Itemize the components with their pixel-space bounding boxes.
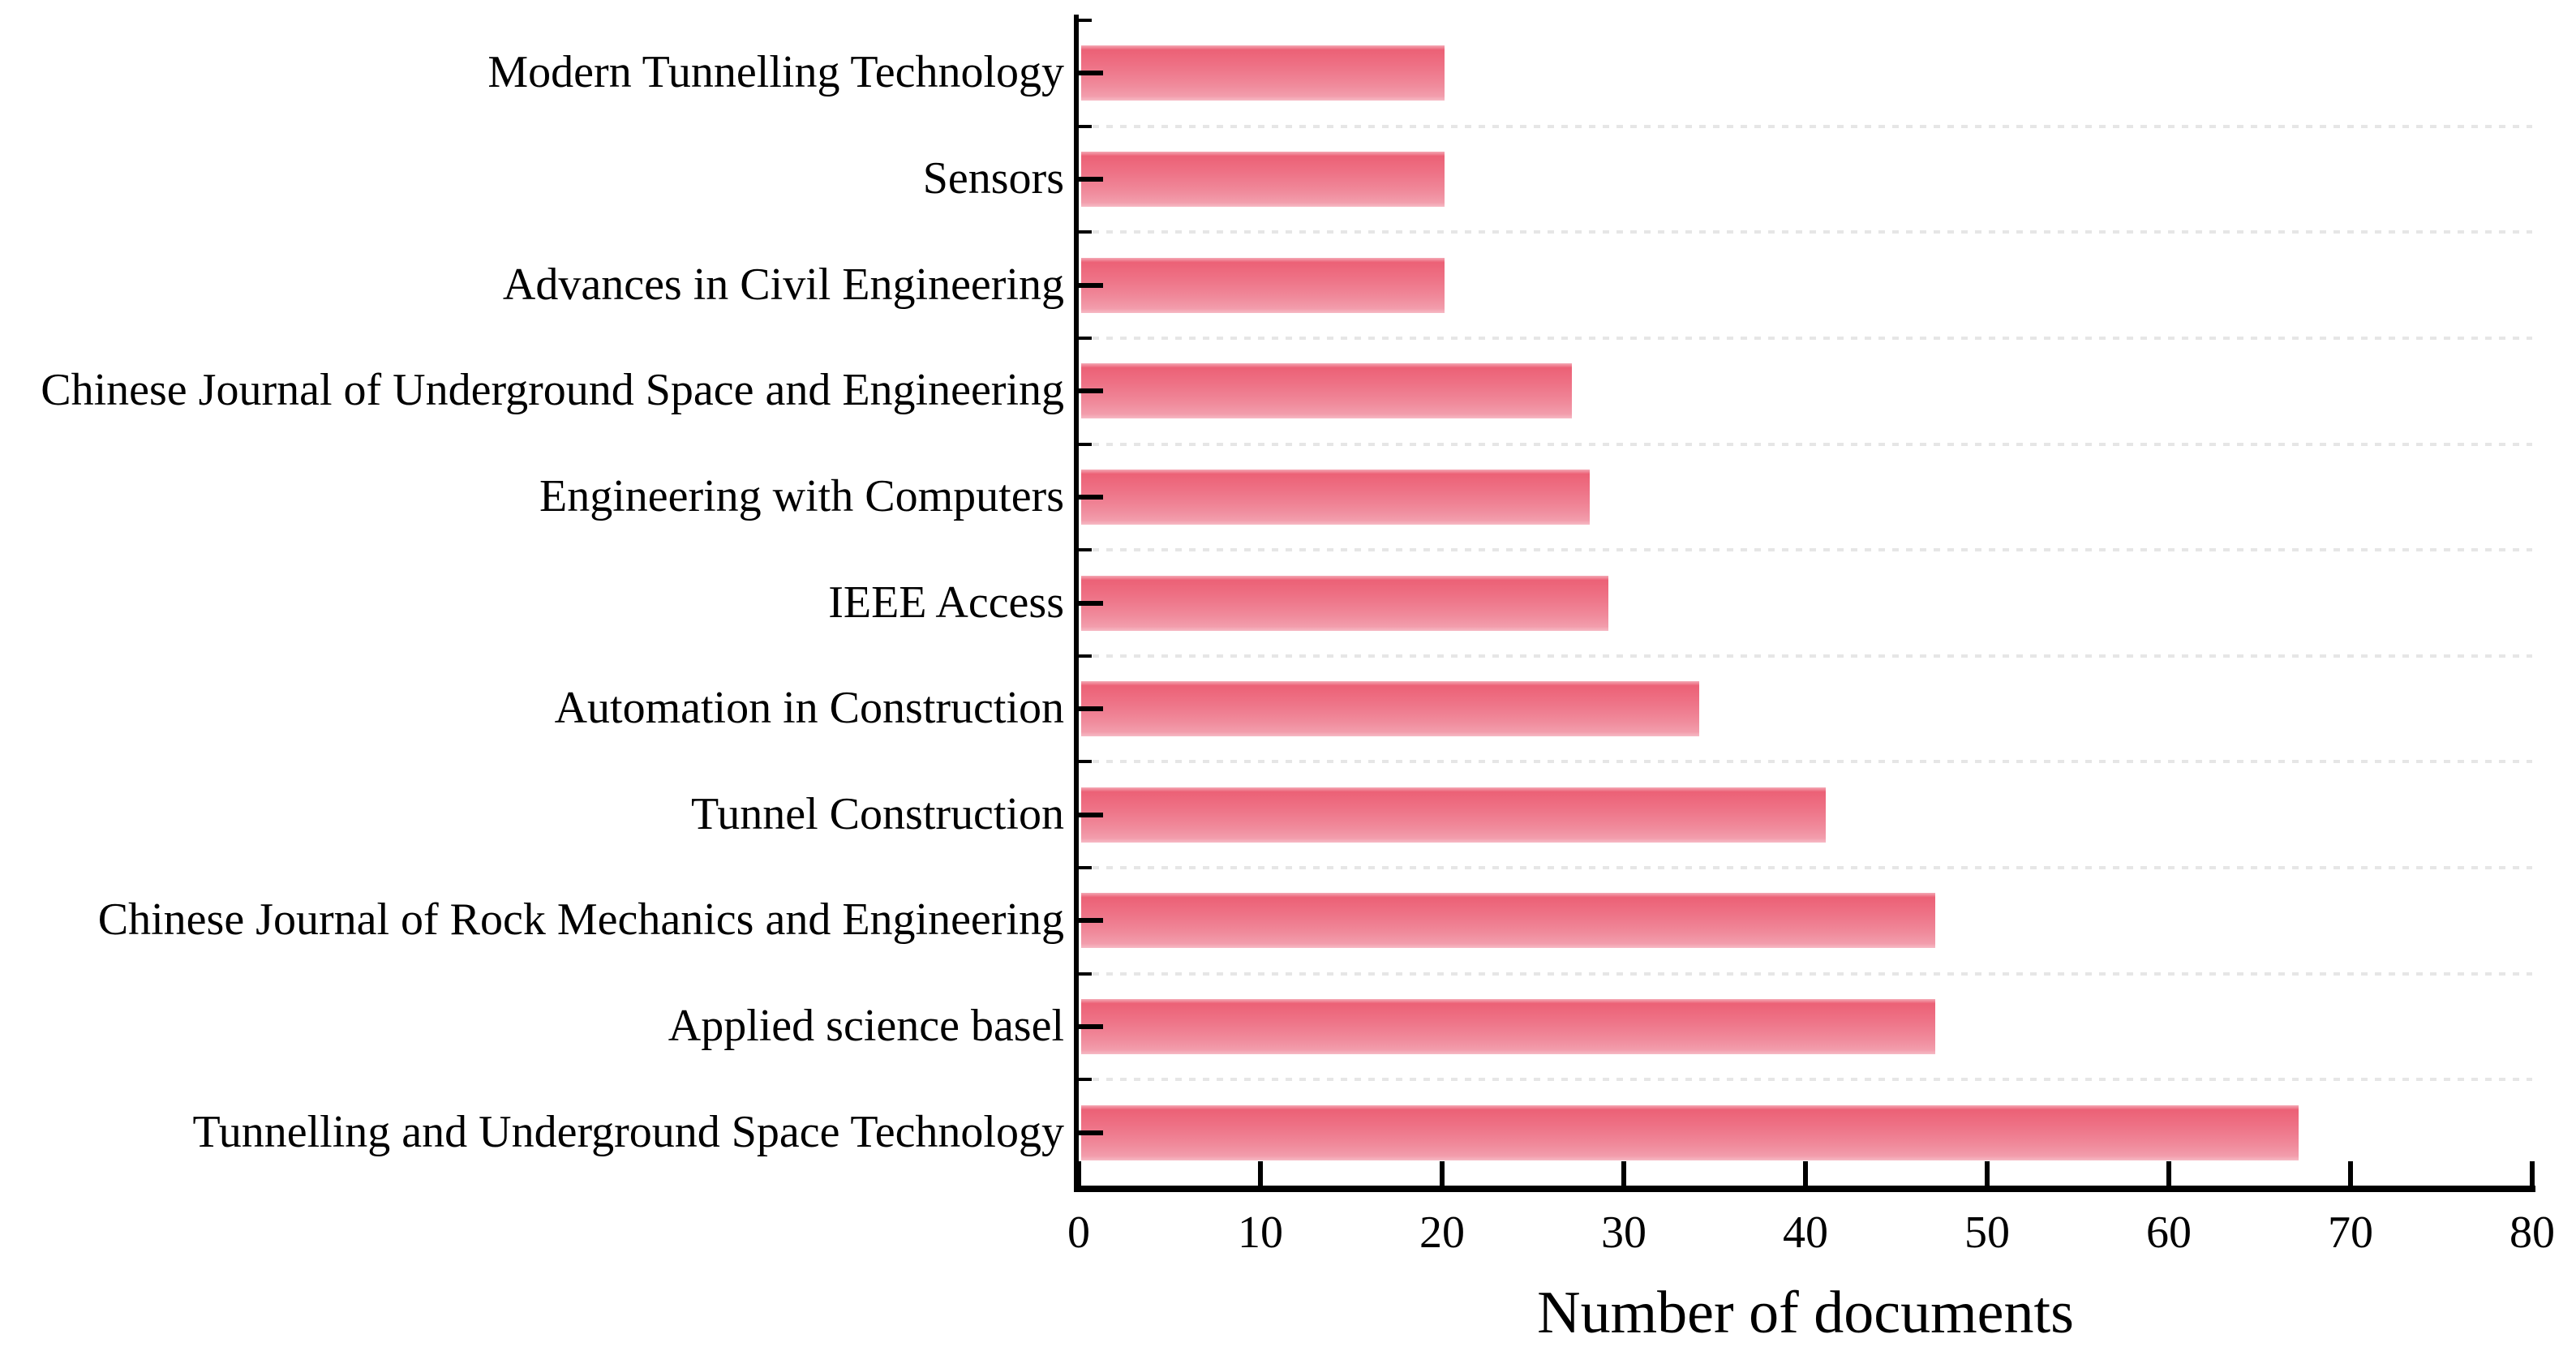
y-axis-major-tick: [1079, 1024, 1103, 1030]
x-axis-tick: [1258, 1161, 1263, 1186]
x-axis-tick-label: 10: [1238, 1207, 1283, 1258]
y-axis-major-tick: [1079, 176, 1103, 182]
y-axis-label: Advances in Civil Engineering: [502, 259, 1064, 310]
y-axis-minor-tick: [1079, 442, 1092, 446]
gridline: [1079, 548, 2532, 552]
x-axis-tick-label: 60: [2146, 1207, 2192, 1258]
y-axis-major-tick: [1079, 1130, 1103, 1135]
y-axis-major-tick: [1079, 600, 1103, 606]
y-axis-major-tick: [1079, 282, 1103, 288]
x-axis-tick: [1440, 1161, 1445, 1186]
x-axis-tick: [1985, 1161, 1990, 1186]
y-axis-minor-tick: [1079, 866, 1092, 870]
y-axis-label: Engineering with Computers: [539, 470, 1064, 521]
y-axis-label: Applied science basel: [668, 1000, 1064, 1051]
x-axis-line: [1074, 1186, 2535, 1192]
bar-sensors: [1081, 151, 1445, 207]
y-axis-minor-tick: [1079, 124, 1092, 128]
y-axis-major-tick: [1079, 918, 1103, 924]
y-axis-major-tick: [1079, 812, 1103, 817]
y-axis-label: Automation in Construction: [554, 683, 1064, 734]
y-axis-major-tick: [1079, 706, 1103, 712]
bar-applied-science-basel: [1081, 999, 1935, 1055]
y-axis-label: IEEE Access: [828, 577, 1064, 628]
bar-tunnelling-and-underground-space-technology: [1081, 1104, 2299, 1160]
gridline: [1079, 654, 2532, 658]
y-axis-minor-tick: [1079, 654, 1092, 658]
x-axis-title: Number of documents: [1537, 1280, 2074, 1346]
x-axis-tick-label: 40: [1783, 1207, 1828, 1258]
x-axis-tick-label: 50: [1964, 1207, 2010, 1258]
x-axis-tick-label: 20: [1419, 1207, 1465, 1258]
gridline: [1079, 230, 2532, 234]
bar-chinese-journal-of-rock-mechanics-and-engineering: [1081, 893, 1935, 949]
bar-modern-tunnelling-technology: [1081, 45, 1445, 101]
gridline: [1079, 760, 2532, 764]
x-axis-tick: [2166, 1161, 2171, 1186]
x-axis-tick-label: 80: [2509, 1207, 2555, 1258]
bar-tunnel-construction: [1081, 787, 1827, 843]
x-axis-tick-label: 30: [1601, 1207, 1646, 1258]
x-axis-tick: [2348, 1161, 2353, 1186]
bar-ieee-access: [1081, 575, 1608, 631]
y-axis-major-tick: [1079, 388, 1103, 394]
bar-automation-in-construction: [1081, 681, 1699, 737]
y-axis-minor-tick: [1079, 972, 1092, 976]
y-axis-major-tick: [1079, 494, 1103, 500]
bar-chinese-journal-of-underground-space-and-engineering: [1081, 363, 1572, 419]
bar-advances-in-civil-engineering: [1081, 257, 1445, 313]
x-axis-tick-label: 70: [2328, 1207, 2373, 1258]
gridline: [1079, 336, 2532, 340]
y-axis-minor-tick: [1079, 19, 1092, 22]
y-axis-minor-tick: [1079, 760, 1092, 764]
y-axis-label: Tunnel Construction: [691, 788, 1064, 839]
bar-engineering-with-computers: [1081, 469, 1591, 525]
y-axis-minor-tick: [1079, 1078, 1092, 1082]
gridline: [1079, 124, 2532, 128]
y-axis-label: Chinese Journal of Underground Space and…: [41, 365, 1064, 416]
y-axis-label: Modern Tunnelling Technology: [487, 47, 1064, 98]
gridline: [1079, 442, 2532, 446]
x-axis-tick: [1621, 1161, 1626, 1186]
x-axis-tick: [2530, 1161, 2535, 1186]
y-axis-minor-tick: [1079, 230, 1092, 234]
y-axis-label: Tunnelling and Underground Space Technol…: [192, 1106, 1064, 1157]
gridline: [1079, 866, 2532, 870]
y-axis-line: [1074, 15, 1079, 1192]
y-axis-minor-tick: [1079, 548, 1092, 552]
y-axis-label: Sensors: [922, 152, 1064, 204]
y-axis-label: Chinese Journal of Rock Mechanics and En…: [97, 894, 1064, 946]
x-axis-tick: [1076, 1161, 1081, 1186]
gridline: [1079, 972, 2532, 976]
x-axis-tick-label: 0: [1067, 1207, 1090, 1258]
gridline: [1079, 1078, 2532, 1082]
x-axis-tick: [1803, 1161, 1808, 1186]
y-axis-major-tick: [1079, 71, 1103, 76]
y-axis-minor-tick: [1079, 336, 1092, 340]
